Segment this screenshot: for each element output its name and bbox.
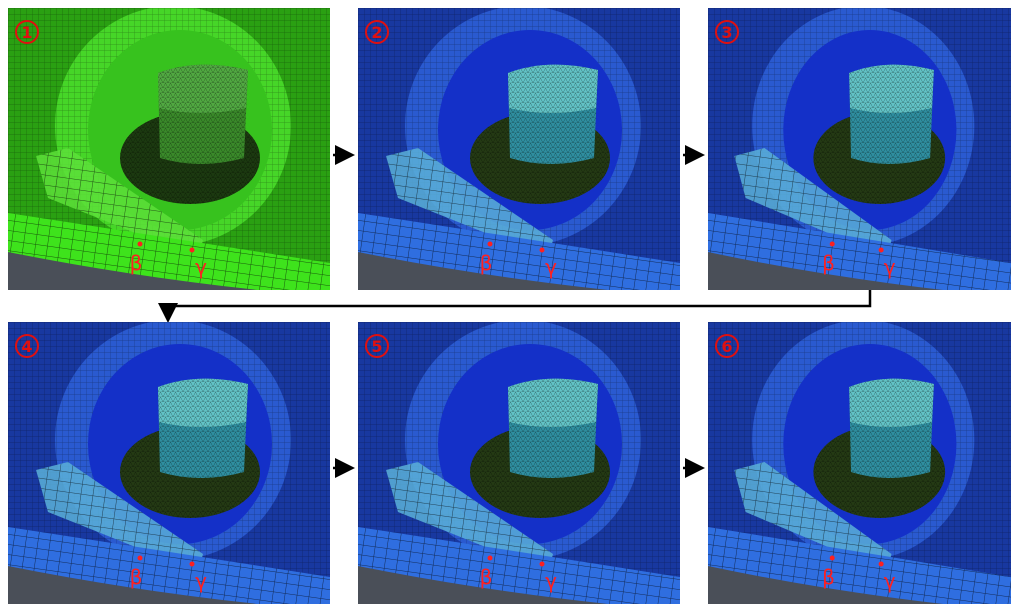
point-label: γ	[545, 569, 557, 593]
panel-number: 4	[21, 337, 32, 356]
point	[879, 248, 884, 253]
point	[540, 248, 545, 253]
point	[879, 562, 884, 567]
point-label: β	[480, 251, 493, 275]
panel: 3 β γ	[708, 6, 1011, 290]
point-label: γ	[884, 569, 896, 593]
point-label: γ	[884, 255, 896, 279]
panel: 6 β γ	[708, 320, 1011, 604]
point	[138, 242, 143, 247]
point-label: γ	[195, 569, 207, 593]
hat-mesh	[849, 65, 934, 164]
point-label: β	[130, 565, 143, 589]
panel-number: 5	[371, 337, 382, 356]
panel-number: 2	[371, 23, 382, 42]
page: 1βγ2βγ3βγ4βγ5βγ6βγ (() => { const data =…	[0, 0, 1019, 608]
panel-number: 6	[721, 337, 732, 356]
point	[830, 242, 835, 247]
point-label: γ	[195, 255, 207, 279]
point	[830, 556, 835, 561]
point	[190, 562, 195, 567]
point	[488, 242, 493, 247]
point	[190, 248, 195, 253]
point-label: β	[822, 251, 835, 275]
point	[488, 556, 493, 561]
panel: 5 β γ	[358, 320, 680, 604]
hat-mesh	[508, 379, 598, 478]
hat-mesh	[158, 379, 248, 478]
hat-mesh	[508, 65, 598, 164]
panel: 1 β γ	[8, 6, 330, 290]
hat-mesh	[158, 65, 248, 164]
point-label: β	[480, 565, 493, 589]
hat-mesh	[849, 379, 934, 478]
point-label: β	[822, 565, 835, 589]
point-label: γ	[545, 255, 557, 279]
point-label: β	[130, 251, 143, 275]
panel-number: 3	[721, 23, 732, 42]
panel: 4 β γ	[8, 320, 330, 604]
panel: 2 β γ	[358, 6, 680, 290]
point	[540, 562, 545, 567]
arrow	[168, 290, 870, 318]
figure: 1 β γ 2 β γ 3 β γ 4 β γ 5 β γ 6 β γ	[0, 0, 1019, 608]
point	[138, 556, 143, 561]
panel-number: 1	[21, 23, 32, 42]
